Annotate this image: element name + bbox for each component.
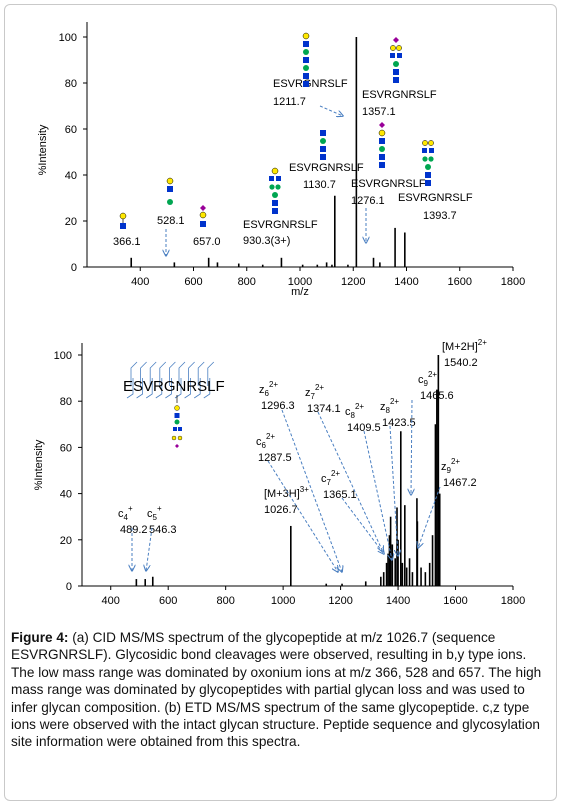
y-tick-label: 40 — [60, 489, 72, 501]
ion-mz-z6: 1296.3 — [261, 400, 295, 412]
ion-mz-z8: 1423.5 — [382, 417, 416, 429]
ion-label-c8: c82+ — [345, 402, 364, 420]
glycan-icon-1357 — [390, 37, 402, 83]
ion-mz-m3h: 1026.7 — [264, 504, 298, 516]
arrow-c7 — [341, 497, 384, 554]
y-tick-label: 100 — [54, 350, 72, 362]
ion-mz-z9: 1467.2 — [443, 477, 477, 489]
glycan-icon-1211 — [302, 32, 310, 87]
y-tick-label: 60 — [60, 442, 72, 454]
peak-label-1276-name: ESVRGNRSLF — [351, 178, 426, 190]
x-tick-label: 800 — [216, 595, 234, 607]
x-tick-label: 400 — [102, 595, 120, 607]
y-tick-label: 20 — [65, 216, 77, 228]
glycan-icon-1130 — [320, 130, 326, 160]
caption-lead: Figure 4: — [11, 630, 69, 645]
arrow-c6 — [267, 460, 338, 572]
y-tick-label: 60 — [65, 124, 77, 136]
peak-label-1276: 1276.1 — [351, 195, 385, 207]
x-tick-label: 1800 — [501, 595, 525, 607]
x-tick-label: 600 — [184, 276, 202, 288]
caption-body: (a) CID MS/MS spectrum of the glycopepti… — [11, 630, 542, 750]
y-tick-label: 40 — [65, 170, 77, 182]
arrow-1211 — [319, 105, 343, 116]
ion-label-c7: c72+ — [321, 469, 340, 487]
peak-label-1211: 1211.7 — [273, 96, 306, 108]
figure-caption: Figure 4: (a) CID MS/MS spectrum of the … — [11, 629, 552, 751]
ion-label-c5: c5+ — [147, 504, 162, 522]
arrow-z6 — [281, 409, 342, 572]
arrow-z9 — [418, 486, 441, 548]
x-tick-label: 1400 — [386, 595, 410, 607]
peak-label-528: 528.1 — [157, 215, 185, 227]
x-tick-label: 1600 — [443, 595, 467, 607]
glycan-icon-930 — [269, 167, 281, 214]
ion-mz-c8: 1409.5 — [347, 422, 381, 434]
peptide-sequence-diagram: ESVRGNRSLF — [123, 361, 225, 448]
glycan-icon-657 — [199, 205, 207, 227]
ion-mz-c9: 1465.6 — [420, 390, 454, 402]
arrow-c8 — [363, 430, 392, 560]
peak-label-657: 657.0 — [193, 236, 221, 248]
glycan-icon-366 — [119, 212, 127, 229]
y-tick-label: 100 — [59, 32, 77, 44]
ion-mz-c6: 1287.5 — [258, 452, 292, 464]
glycan-icon-1276 — [378, 122, 386, 168]
x-tick-label: 800 — [238, 276, 256, 288]
ion-label-z6: z62+ — [259, 380, 278, 398]
x-tick-label: 1800 — [501, 276, 525, 288]
ion-label-m3h: [M+3H]3+ — [264, 485, 309, 500]
y-tick-label: 0 — [66, 581, 72, 593]
peak-label-1357-name: ESVRGNRSLF — [362, 89, 437, 101]
peak-label-1393-name: ESVRGNRSLF — [398, 192, 473, 204]
x-tick-label: 1400 — [394, 276, 418, 288]
x-axis-label: m/z — [291, 286, 309, 298]
x-tick-label: 1200 — [328, 595, 352, 607]
x-tick-label: 1600 — [448, 276, 472, 288]
x-tick-label: 600 — [159, 595, 177, 607]
peak-label-930-name: ESVRGNRSLF — [243, 219, 318, 231]
ion-mz-z7: 1374.1 — [307, 403, 341, 415]
peak-label-1393: 1393.7 — [423, 210, 457, 222]
ion-label-c4: c4+ — [118, 504, 133, 522]
ion-mz-c4: 489.2 — [120, 524, 148, 536]
arrow-z8 — [389, 425, 398, 556]
peptide-sequence: ESVRGNRSLF — [123, 378, 225, 395]
arrow-c9 — [411, 399, 412, 495]
y-axis-label: %Intensity — [37, 124, 49, 175]
figure-frame — [4, 4, 557, 801]
peak-label-930: 930.3(3+) — [243, 235, 290, 247]
peak-label-1130: 1130.7 — [303, 179, 336, 191]
ion-label-z7: z72+ — [305, 383, 324, 401]
ion-label-c6: c62+ — [256, 432, 275, 450]
ion-label-m2h: [M+2H]2+ — [442, 338, 487, 353]
y-axis-label-b: %Intensity — [33, 439, 45, 490]
y-tick-label: 80 — [60, 396, 72, 408]
peak-label-1357: 1357.1 — [362, 106, 396, 118]
glycan-icon-1393 — [422, 140, 434, 186]
glycan-icon-528 — [166, 177, 174, 205]
y-tick-label: 0 — [71, 262, 77, 274]
peak-label-366: 366.1 — [113, 236, 141, 248]
arrow-z7 — [317, 411, 383, 552]
x-tick-label: 400 — [131, 276, 149, 288]
ion-label-z9: z92+ — [441, 457, 460, 475]
x-tick-label: 1200 — [341, 276, 365, 288]
y-tick-label: 80 — [65, 78, 77, 90]
ion-mz-c7: 1365.1 — [323, 489, 357, 501]
x-tick-label: 1000 — [271, 595, 295, 607]
arrow-c5 — [146, 527, 153, 571]
ion-mz-c5: 546.3 — [149, 524, 177, 536]
ion-label-z8: z82+ — [380, 397, 399, 415]
peak-label-1211-name: ESVRGNRSLF — [273, 78, 348, 90]
chart-panel-b: 0 20 40 60 80 100 400 600 800 1000 1200 1400 1600 18… — [33, 338, 525, 607]
y-tick-label: 20 — [60, 535, 72, 547]
ion-mz-m2h: 1540.2 — [444, 357, 478, 369]
chart-panel-a: 0 20 40 60 80 100 400 600 800 1000 1200 1400 1600 18… — [37, 22, 525, 298]
peak-label-1130-name: ESVRGNRSLF — [289, 162, 364, 174]
ion-label-c9: c92+ — [418, 370, 437, 388]
x-tick-label: 1000 — [288, 276, 312, 288]
